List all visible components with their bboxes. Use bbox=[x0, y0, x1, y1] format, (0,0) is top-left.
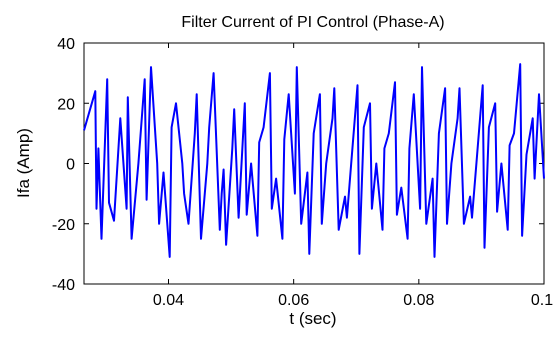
y-axis-label: Ifa (Amp) bbox=[14, 128, 33, 198]
series-group bbox=[83, 63, 545, 258]
y-tick-label: 40 bbox=[57, 36, 75, 53]
x-tick-label-end: 0.1 bbox=[531, 292, 553, 309]
y-tick-labels: 40 20 0 -20 -40 bbox=[52, 36, 75, 294]
chart-title: Filter Current of PI Control (Phase-A) bbox=[181, 14, 444, 31]
y-tick-label: -40 bbox=[52, 277, 75, 294]
x-tick-label: 0.08 bbox=[403, 292, 434, 309]
x-tick-labels: 0.04 0.06 0.08 0.1 bbox=[153, 292, 553, 309]
x-axis-label: t (sec) bbox=[289, 309, 336, 328]
x-tick-label: 0.06 bbox=[278, 292, 309, 309]
plot-area bbox=[83, 42, 545, 285]
series-line bbox=[83, 63, 545, 258]
x-tick-label: 0.04 bbox=[153, 292, 184, 309]
y-tick-label: 20 bbox=[57, 96, 75, 113]
y-tick-label: 0 bbox=[66, 157, 75, 174]
y-tick-label: -20 bbox=[52, 217, 75, 234]
